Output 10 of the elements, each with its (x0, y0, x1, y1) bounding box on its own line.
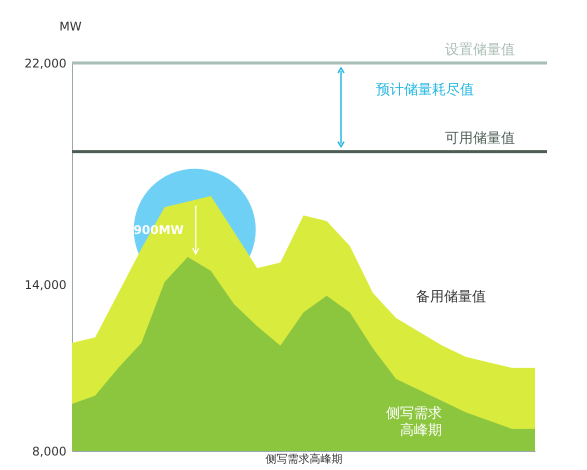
y-tick-label: 22,000 (24, 56, 66, 70)
ref-line-label: 设置储量值 (445, 42, 515, 58)
series-label: 备用储量值 (416, 289, 486, 306)
x-axis-title: 侧写需求高峰期 (266, 452, 342, 466)
y-axis-title: MW (59, 20, 82, 34)
annotation: 预计储量耗尽值 (376, 82, 474, 98)
y-tick-label: 14,000 (24, 278, 66, 292)
ref-line-label: 可用储量值 (445, 130, 515, 147)
y-tick-label: 8,000 (32, 444, 66, 458)
series-label: 侧写需求高峰期 (386, 406, 442, 439)
